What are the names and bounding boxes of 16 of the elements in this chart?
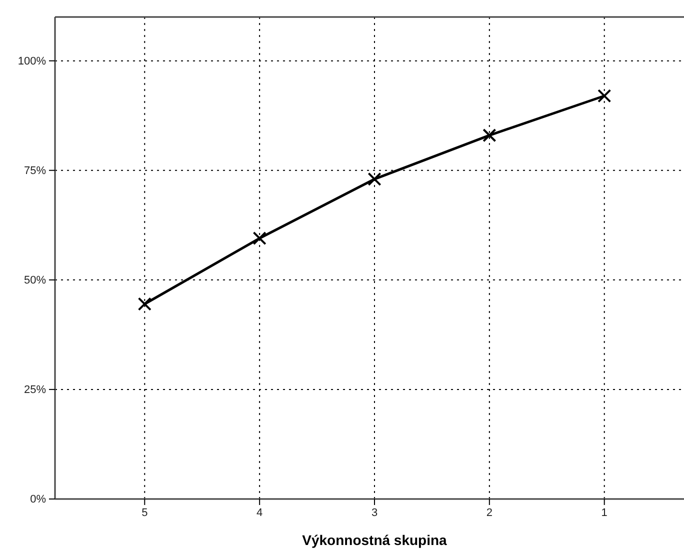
point <box>598 89 612 103</box>
y-tick-label: 50% <box>24 274 46 286</box>
x-tick-label: 2 <box>486 506 492 519</box>
x-axis-title: Výkonnostná skupina <box>302 532 448 548</box>
y-tick-label: 100% <box>18 55 46 68</box>
point <box>138 297 152 311</box>
y-tick-label: 75% <box>24 164 46 177</box>
y-tick-label: 25% <box>24 384 46 396</box>
x-tick-label: 1 <box>601 506 608 519</box>
x-tick-label: 5 <box>142 506 148 519</box>
x-tick-label: 3 <box>371 506 378 519</box>
x-tick-label: 4 <box>256 506 263 519</box>
point <box>252 231 266 246</box>
point <box>368 172 382 186</box>
y-tick-label: 0% <box>30 494 46 506</box>
point <box>482 128 496 142</box>
